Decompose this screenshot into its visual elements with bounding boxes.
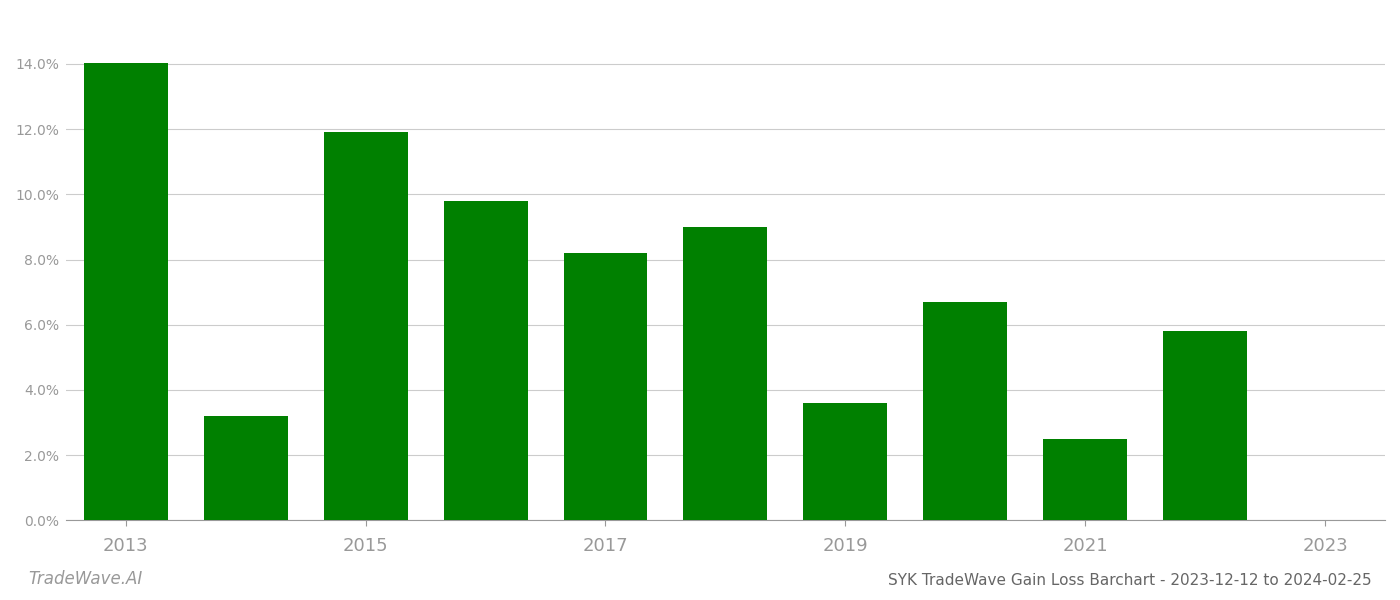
Bar	[1163, 331, 1247, 520]
Bar	[204, 416, 287, 520]
Bar	[804, 403, 888, 520]
Text: TradeWave.AI: TradeWave.AI	[28, 570, 143, 588]
Bar	[84, 63, 168, 520]
Bar	[923, 302, 1007, 520]
Bar	[564, 253, 647, 520]
Bar	[1043, 439, 1127, 520]
Bar	[683, 227, 767, 520]
Text: SYK TradeWave Gain Loss Barchart - 2023-12-12 to 2024-02-25: SYK TradeWave Gain Loss Barchart - 2023-…	[889, 573, 1372, 588]
Bar	[444, 201, 528, 520]
Bar	[323, 133, 407, 520]
